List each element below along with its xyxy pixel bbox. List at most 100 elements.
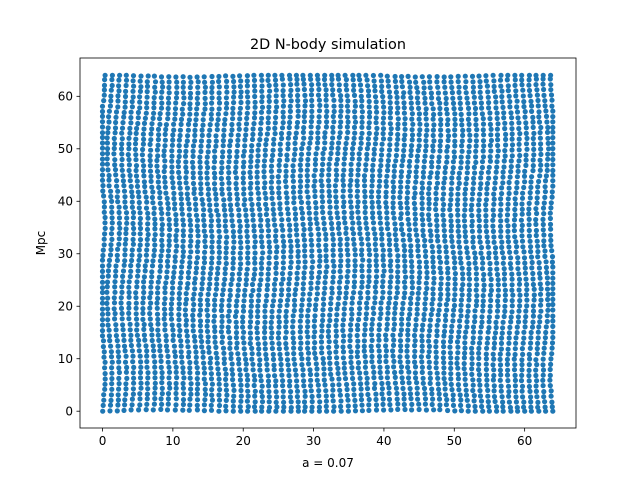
particle-point (151, 205, 157, 211)
particle-point (116, 369, 122, 376)
x-tick-label: 20 (236, 434, 251, 448)
particle-point (398, 364, 405, 370)
particle-point (414, 232, 420, 238)
particle-point (99, 289, 106, 296)
particle-point (286, 372, 292, 379)
particle-point (321, 220, 327, 227)
particle-point (343, 290, 349, 296)
particle-point (144, 258, 150, 264)
particle-point (528, 335, 534, 341)
particle-point (204, 154, 210, 160)
particle-point (417, 127, 423, 133)
particle-point (499, 239, 505, 245)
particle-point (455, 197, 461, 203)
particle-point (533, 367, 539, 373)
particle-point (462, 371, 468, 377)
particle-point (112, 130, 118, 136)
particle-point (140, 300, 146, 306)
particle-point (202, 233, 208, 239)
particle-point (477, 79, 483, 85)
particle-point (498, 72, 504, 78)
particle-point (262, 329, 268, 335)
particle-point (279, 135, 285, 142)
particle-point (268, 325, 274, 331)
particle-point (455, 371, 461, 377)
particle-point (142, 115, 148, 121)
particle-point (495, 148, 501, 154)
particle-point (190, 180, 197, 187)
particle-point (119, 284, 125, 290)
particle-point (323, 113, 329, 120)
particle-point (376, 204, 382, 210)
particle-point (216, 239, 222, 245)
particle-point (449, 90, 455, 96)
particle-point (290, 184, 297, 190)
particle-point (504, 212, 511, 218)
particle-point (227, 196, 233, 202)
particle-point (527, 238, 533, 244)
particle-point (168, 306, 174, 312)
particle-point (244, 398, 250, 404)
particle-point (376, 189, 382, 195)
particle-point (547, 221, 554, 227)
particle-point (171, 343, 177, 349)
particle-point (142, 337, 148, 343)
particle-point (293, 372, 299, 378)
particle-point (329, 226, 335, 232)
particle-point (314, 72, 320, 78)
particle-point (401, 90, 407, 96)
particle-point (99, 124, 106, 130)
particle-point (236, 121, 242, 127)
particle-point (141, 120, 148, 126)
particle-point (308, 119, 314, 125)
particle-point (540, 72, 546, 78)
particle-point (340, 177, 346, 183)
particle-point (109, 82, 115, 89)
particle-point (109, 198, 115, 204)
particle-point (529, 259, 535, 266)
particle-point (184, 285, 190, 291)
particle-point (352, 397, 358, 403)
particle-point (111, 295, 117, 301)
particle-point (158, 358, 164, 364)
particle-point (430, 264, 436, 270)
particle-point (154, 168, 161, 174)
particle-point (437, 286, 443, 292)
particle-point (150, 343, 156, 349)
particle-point (395, 269, 401, 275)
particle-point (512, 82, 518, 88)
particle-point (218, 170, 224, 176)
particle-point (309, 87, 315, 93)
particle-point (405, 173, 412, 180)
particle-point (548, 388, 554, 394)
particle-point (293, 222, 299, 228)
particle-point (495, 287, 501, 293)
particle-point (478, 398, 485, 404)
particle-point (216, 228, 222, 234)
particle-point (142, 268, 148, 274)
particle-point (430, 291, 436, 297)
particle-point (384, 215, 390, 221)
particle-point (333, 188, 339, 194)
particle-point (450, 244, 456, 250)
particle-point (155, 179, 161, 185)
particle-point (506, 185, 512, 191)
particle-point (195, 79, 201, 85)
particle-point (179, 201, 185, 207)
particle-point (412, 327, 418, 333)
particle-point (323, 87, 329, 93)
particle-point (362, 321, 368, 328)
particle-point (147, 141, 153, 147)
particle-point (497, 223, 504, 229)
particle-point (383, 189, 389, 195)
particle-point (242, 197, 248, 203)
particle-point (537, 135, 544, 141)
x-tick-label: 40 (376, 434, 391, 448)
particle-point (493, 99, 499, 105)
particle-point (236, 218, 243, 224)
particle-point (400, 94, 406, 100)
particle-point (249, 136, 256, 143)
particle-point (450, 159, 456, 165)
particle-point (541, 389, 547, 395)
particle-point (483, 197, 489, 203)
